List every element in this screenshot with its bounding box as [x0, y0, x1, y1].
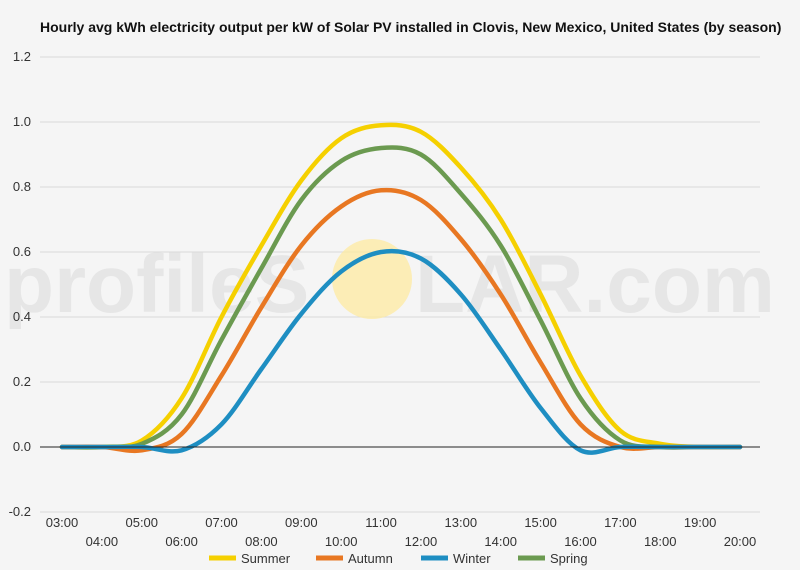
x-tick-label: 04:00 — [86, 534, 119, 549]
watermark-sun — [332, 239, 412, 319]
y-tick-label: 0.8 — [13, 179, 31, 194]
watermark-text: profileS — [4, 239, 309, 330]
x-tick-label: 06:00 — [165, 534, 198, 549]
x-tick-label: 08:00 — [245, 534, 278, 549]
legend: Summer Autumn Winter Spring — [209, 551, 588, 566]
series-line-summer — [59, 122, 743, 450]
y-tick-label: -0.2 — [9, 504, 31, 519]
x-tick-label: 10:00 — [325, 534, 358, 549]
x-tick-label: 11:00 — [365, 515, 397, 530]
x-tick-label: 19:00 — [684, 515, 717, 530]
x-tick-label: 13:00 — [445, 515, 478, 530]
chart-title: Hourly avg kWh electricity output per kW… — [40, 19, 782, 35]
x-tick-label: 12:00 — [405, 534, 438, 549]
legend-label-summer: Summer — [241, 551, 291, 566]
y-tick-label: 0.4 — [13, 309, 31, 324]
x-tick-label: 07:00 — [205, 515, 238, 530]
x-tick-label: 05:00 — [125, 515, 158, 530]
x-tick-label: 15:00 — [524, 515, 557, 530]
series-line-spring — [59, 145, 743, 450]
axis-layer: -0.2 0.0 0.2 0.4 0.6 0.8 1.0 1.2 03:00 05:00 07:00… — [9, 49, 760, 549]
x-tick-label: 14:00 — [484, 534, 517, 549]
y-tick-label: 0.2 — [13, 374, 31, 389]
x-tick-label: 18:00 — [644, 534, 677, 549]
y-tick-label: 0.0 — [13, 439, 31, 454]
x-tick-label: 16:00 — [564, 534, 597, 549]
legend-label-spring: Spring — [550, 551, 588, 566]
x-tick-label: 17:00 — [604, 515, 637, 530]
x-tick-label: 09:00 — [285, 515, 318, 530]
x-tick-label: 20:00 — [724, 534, 757, 549]
y-tick-label: 0.6 — [13, 244, 31, 259]
y-tick-label: 1.0 — [13, 114, 31, 129]
legend-label-autumn: Autumn — [348, 551, 393, 566]
x-tick-label: 03:00 — [46, 515, 79, 530]
y-tick-label: 1.2 — [13, 49, 31, 64]
legend-label-winter: Winter — [453, 551, 491, 566]
